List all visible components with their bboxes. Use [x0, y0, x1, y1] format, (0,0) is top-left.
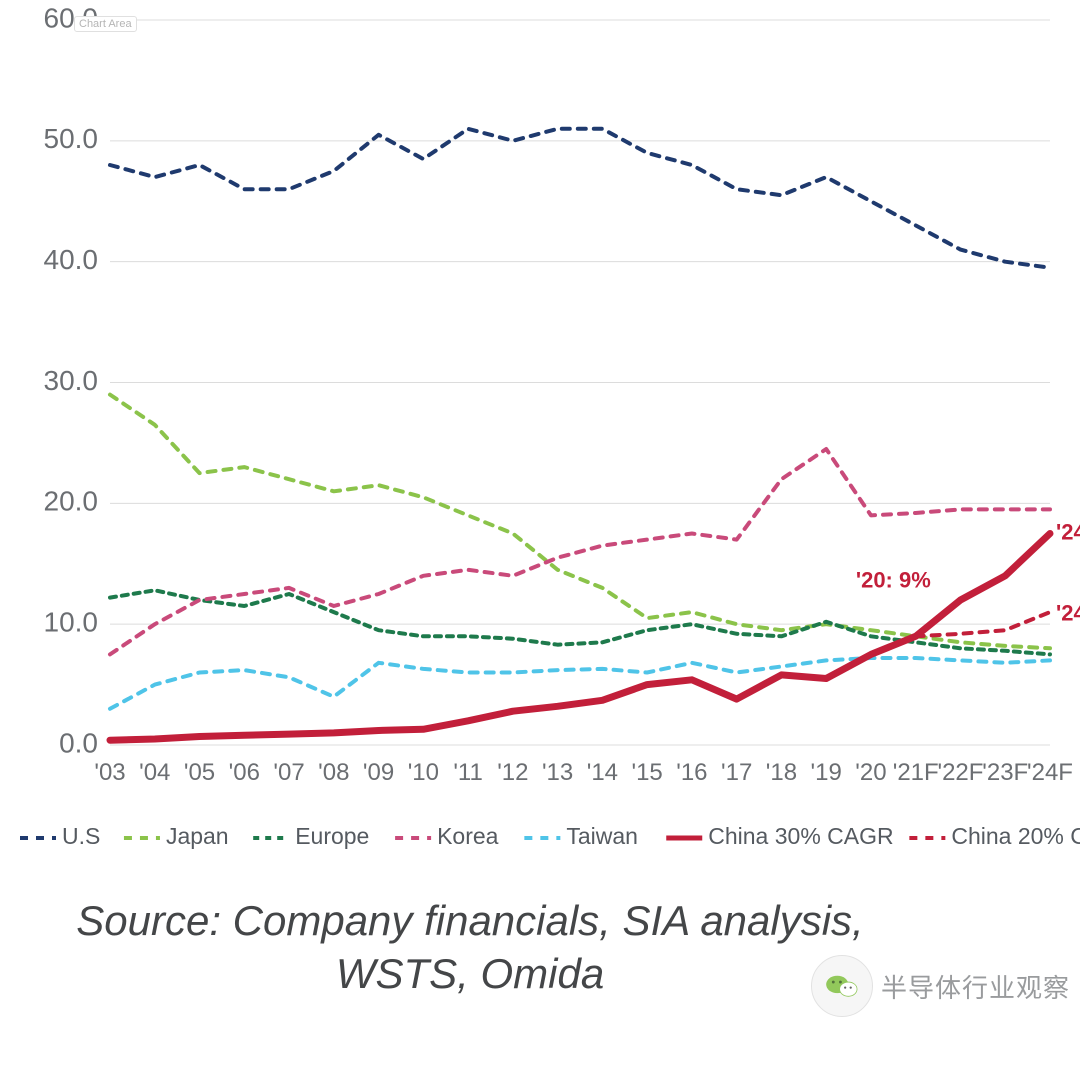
annotation-a20_24: '24 (20% CAGR): 11%: [1056, 600, 1080, 625]
legend-label-japan: Japan: [166, 823, 229, 849]
x-tick-label: '16: [676, 759, 707, 786]
wechat-icon: [811, 955, 873, 1017]
x-tick-label: '03: [94, 759, 125, 786]
legend-label-us: U.S: [62, 823, 100, 849]
series-korea: [110, 449, 1050, 654]
x-tick-label: '22F: [938, 759, 984, 786]
x-tick-label: '10: [408, 759, 439, 786]
legend-label-china20: China 20% CAGR: [951, 823, 1080, 849]
x-tick-label: '11: [453, 759, 483, 786]
series-japan: [110, 395, 1050, 649]
x-tick-label: '13: [542, 759, 573, 786]
y-tick-label: 10.0: [44, 607, 99, 638]
series-china30: [110, 534, 1050, 741]
x-tick-label: '09: [363, 759, 394, 786]
x-tick-label: '04: [139, 759, 170, 786]
x-tick-label: '07: [273, 759, 304, 786]
series-us: [110, 129, 1050, 268]
x-tick-label: '21F: [893, 759, 939, 786]
x-tick-label: '24F: [1027, 759, 1073, 786]
x-tick-label: '17: [721, 759, 752, 786]
watermark-text: 半导体行业观察: [881, 968, 1070, 1005]
legend-label-taiwan: Taiwan: [566, 823, 638, 849]
x-tick-label: '15: [632, 759, 663, 786]
annotation-a20: '20: 9%: [856, 568, 931, 593]
y-tick-label: 50.0: [44, 123, 99, 154]
chart-area-badge: Chart Area: [74, 16, 137, 32]
x-tick-label: '08: [318, 759, 349, 786]
line-chart: 0.010.020.030.040.050.060.0'03'04'05'06'…: [0, 0, 1080, 890]
watermark: 半导体行业观察: [811, 955, 1070, 1017]
x-tick-label: '19: [811, 759, 842, 786]
legend-label-korea: Korea: [437, 823, 499, 849]
legend-label-europe: Europe: [295, 823, 369, 849]
x-tick-label: '18: [766, 759, 797, 786]
x-tick-label: '14: [587, 759, 618, 786]
x-tick-label: '23F: [982, 759, 1028, 786]
chart-container: Chart Area 0.010.020.030.040.050.060.0'0…: [0, 0, 1080, 890]
x-tick-label: '06: [229, 759, 260, 786]
x-tick-label: '20: [855, 759, 886, 786]
x-tick-label: '05: [184, 759, 215, 786]
y-tick-label: 0.0: [59, 727, 98, 758]
legend-label-china30: China 30% CAGR: [708, 823, 893, 849]
y-tick-label: 30.0: [44, 365, 99, 396]
x-tick-label: '12: [497, 759, 528, 786]
y-tick-label: 40.0: [44, 244, 99, 275]
chart-caption: Source: Company financials, SIA analysis…: [60, 895, 880, 1005]
y-tick-label: 20.0: [44, 486, 99, 517]
annotation-a30_24: '24 (30% CAGR): 17%: [1056, 519, 1080, 544]
series-europe: [110, 590, 1050, 654]
